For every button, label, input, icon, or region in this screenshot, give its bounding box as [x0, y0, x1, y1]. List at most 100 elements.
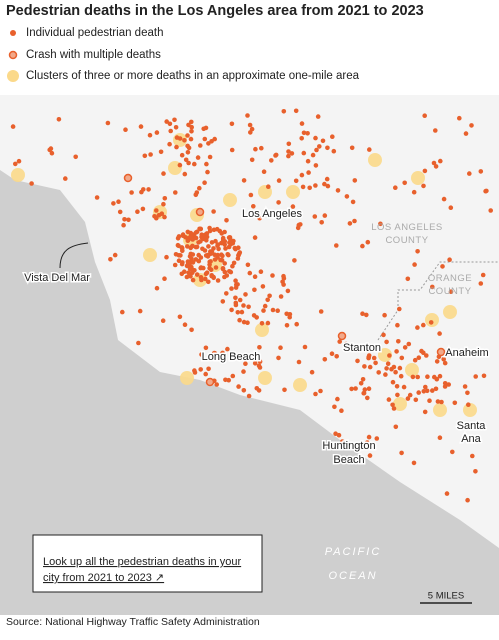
death-dot	[226, 244, 232, 250]
death-dot	[246, 304, 251, 310]
death-dot	[431, 160, 437, 166]
death-dot	[322, 357, 328, 362]
death-dot	[199, 352, 204, 357]
death-dot	[187, 272, 193, 278]
death-dot	[233, 278, 238, 284]
multi-death	[195, 207, 205, 217]
death-dot	[177, 314, 183, 320]
death-dot	[247, 270, 253, 276]
multi-death	[436, 347, 446, 357]
death-dot	[241, 369, 246, 374]
death-dot	[313, 183, 318, 188]
death-dot	[49, 150, 55, 156]
death-dot	[281, 273, 286, 279]
death-dot	[224, 291, 229, 296]
death-dot	[105, 120, 111, 126]
death-dot	[252, 361, 258, 366]
death-dot	[307, 185, 313, 191]
death-dot	[176, 258, 182, 264]
death-dot	[215, 242, 221, 247]
legend-cluster	[7, 70, 19, 82]
death-dot	[310, 152, 316, 158]
death-dot	[353, 386, 358, 391]
place-label: Anaheim	[445, 347, 488, 359]
death-dot	[228, 237, 233, 243]
death-dot	[434, 359, 440, 364]
death-dot	[192, 161, 197, 167]
death-dot	[257, 215, 262, 221]
death-dot	[276, 178, 282, 183]
death-dot	[215, 252, 220, 258]
death-dot	[241, 178, 247, 183]
death-dot	[315, 114, 321, 119]
cluster	[433, 403, 447, 417]
death-dot	[259, 321, 265, 326]
death-dot	[218, 257, 223, 263]
death-dot	[235, 256, 241, 261]
death-dot	[140, 206, 146, 212]
death-dot	[442, 360, 448, 366]
death-dot	[373, 360, 378, 366]
death-dot	[362, 364, 367, 369]
death-dot	[292, 258, 297, 263]
death-dot	[252, 235, 258, 240]
death-dot	[320, 138, 326, 144]
death-dot	[447, 257, 452, 263]
death-dot	[270, 273, 275, 278]
death-dot	[168, 128, 173, 134]
death-dot	[415, 325, 420, 330]
death-dot	[339, 408, 344, 414]
death-dot	[276, 355, 281, 361]
death-dot	[199, 277, 204, 283]
death-dot	[229, 121, 235, 127]
death-dot	[421, 322, 426, 328]
death-dot	[211, 209, 216, 214]
death-dot	[397, 365, 403, 371]
death-dot	[111, 201, 116, 206]
death-dot	[179, 261, 185, 267]
callout	[59, 242, 89, 269]
death-dot	[301, 130, 307, 136]
death-dot	[183, 157, 189, 163]
death-dot	[198, 226, 203, 232]
death-dot	[390, 379, 396, 385]
death-dot	[273, 153, 278, 158]
death-dot	[182, 322, 188, 328]
death-dot	[137, 308, 143, 314]
death-dot	[129, 190, 134, 195]
death-dot	[422, 168, 428, 174]
death-dot	[396, 339, 401, 344]
death-dot	[174, 135, 180, 140]
death-dot	[239, 309, 245, 315]
death-dot	[123, 127, 128, 132]
death-dot	[350, 199, 356, 205]
death-dot	[202, 248, 208, 253]
death-dot	[220, 350, 225, 356]
legend-multi	[8, 50, 18, 60]
death-dot	[300, 184, 306, 190]
death-dot	[488, 208, 494, 213]
death-dot	[117, 209, 123, 215]
death-dot	[214, 382, 219, 387]
death-dot	[167, 121, 173, 127]
scale-label: 5 MILES	[428, 591, 464, 602]
death-dot	[247, 122, 253, 128]
death-dot	[299, 172, 305, 178]
death-dot	[435, 399, 441, 404]
death-dot	[203, 345, 209, 351]
death-dot	[229, 286, 234, 291]
death-dot	[465, 390, 470, 396]
death-dot	[385, 361, 391, 367]
death-dot	[48, 146, 54, 151]
death-dot	[319, 220, 325, 225]
county-label: ORANGE COUNTY	[428, 273, 472, 297]
death-dot	[324, 176, 330, 182]
death-dot	[441, 357, 447, 362]
link[interactable]: Look up all the pedestrian deaths in you…	[43, 556, 241, 584]
death-dot	[248, 130, 253, 135]
death-dot	[287, 312, 293, 317]
death-dot	[331, 148, 337, 154]
death-dot	[136, 340, 141, 346]
death-dot	[391, 364, 397, 370]
death-dot	[415, 249, 420, 254]
